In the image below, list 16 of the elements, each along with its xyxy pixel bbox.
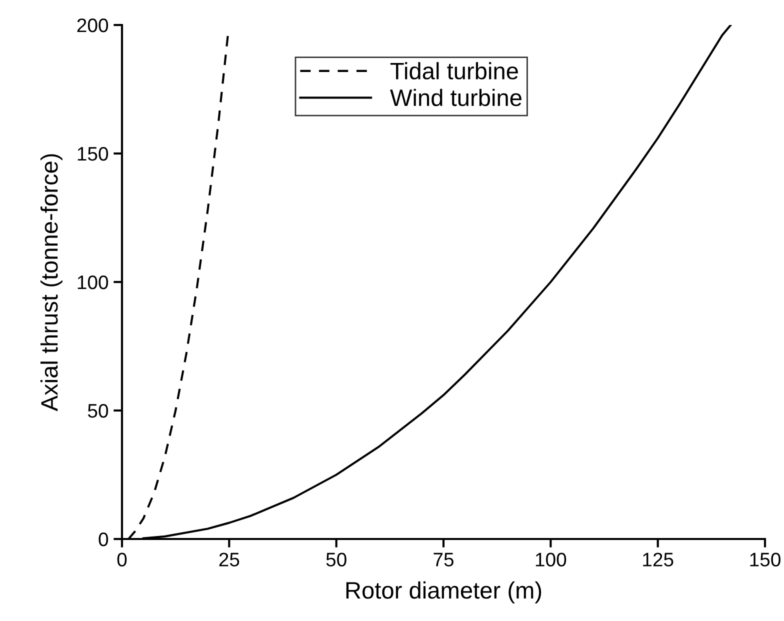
legend-label: Wind turbine <box>390 88 522 106</box>
x-tick-label: 0 <box>117 552 127 566</box>
y-tick-label: 200 <box>77 18 108 32</box>
x-axis-title: Rotor diameter (m) <box>346 581 542 604</box>
x-tick-label: 50 <box>326 552 346 566</box>
x-tick-label: 75 <box>434 552 454 566</box>
x-tick-label: 25 <box>219 552 240 566</box>
y-axis-title: Axial thrust (tonne-force) <box>40 154 62 412</box>
y-tick-label: 100 <box>78 275 108 290</box>
y-tick-label: 150 <box>78 146 108 161</box>
x-tick-label: 100 <box>536 552 566 566</box>
x-tick-label: 125 <box>643 552 674 566</box>
y-tick-label: 0 <box>98 532 108 546</box>
legend-label: Tidal turbine <box>390 62 518 80</box>
y-tick-label: 50 <box>88 404 108 418</box>
x-tick-label: 150 <box>750 552 780 566</box>
